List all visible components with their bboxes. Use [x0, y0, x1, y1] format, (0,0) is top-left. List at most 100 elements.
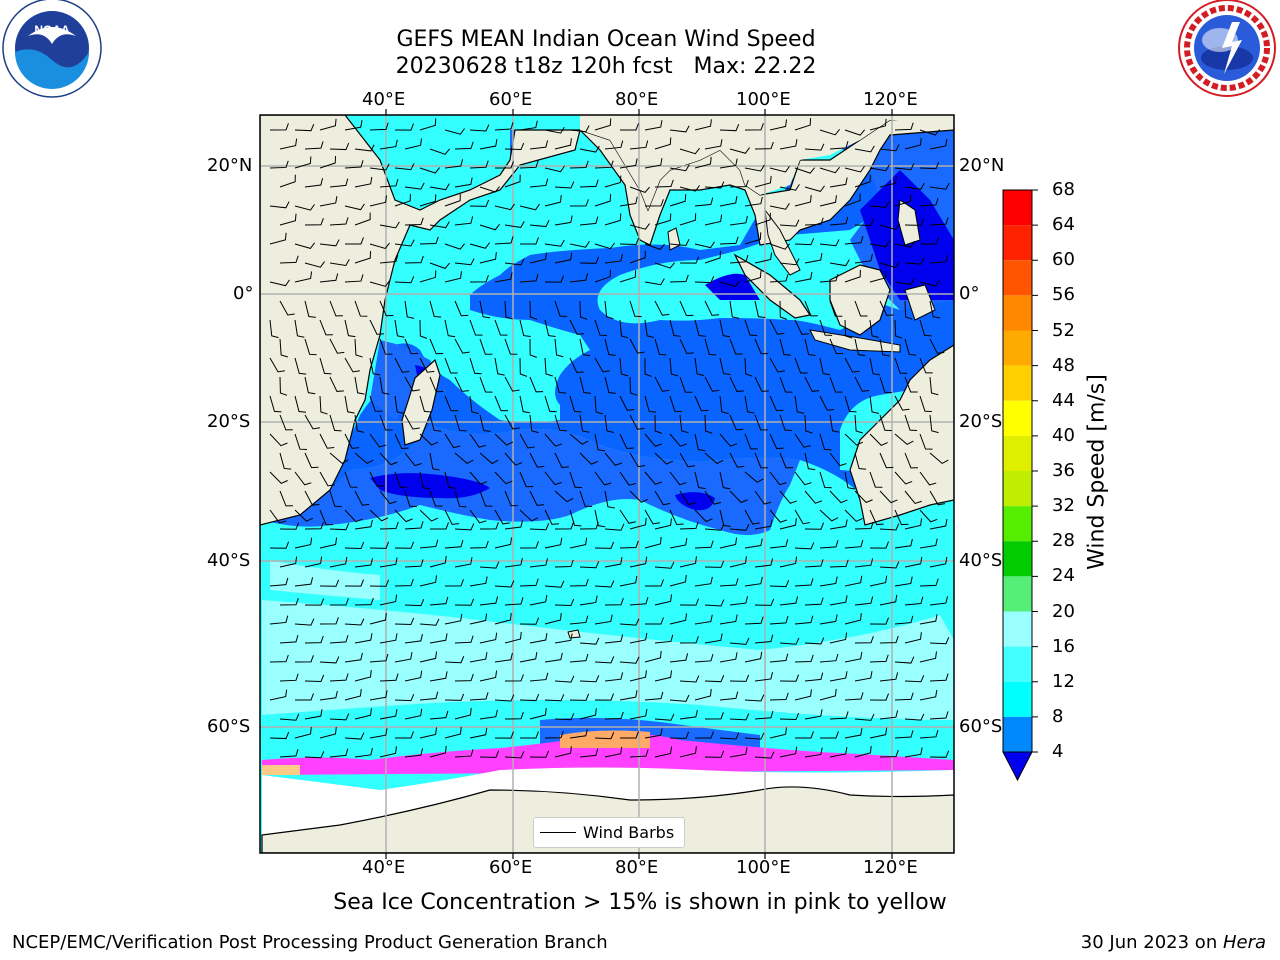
wind-barb: [654, 594, 673, 606]
colorbar-band: [1003, 435, 1032, 471]
wind-barb: [629, 490, 648, 503]
wind-barb: [869, 319, 879, 338]
wind-barb: [419, 194, 437, 207]
colorbar: [1002, 189, 1038, 782]
wind-barb: [694, 653, 714, 663]
wind-barb: [804, 747, 823, 758]
wind-barb: [879, 561, 900, 569]
wind-barb: [854, 671, 873, 682]
wind-barb: [319, 357, 332, 375]
lat-label-right: 20°N: [959, 155, 1005, 176]
wind-barb: [494, 395, 509, 412]
wind-barb: [919, 198, 939, 207]
wind-barb: [594, 242, 615, 250]
wind-barb: [894, 471, 913, 485]
wind-barb: [419, 575, 438, 587]
wind-barb: [519, 120, 538, 131]
wind-barb: [644, 536, 662, 549]
wind-barb: [904, 300, 913, 320]
wind-barb: [829, 216, 849, 226]
wind-barb: [454, 557, 473, 568]
wind-barb: [679, 636, 699, 644]
wind-barb: [544, 195, 562, 207]
wind-barb: [304, 522, 324, 530]
wind-barb: [479, 186, 500, 193]
wind-barb: [544, 580, 565, 588]
wind-barb: [869, 200, 890, 208]
wind-barb: [629, 517, 647, 530]
wind-barb: [369, 690, 388, 701]
wind-barb: [569, 125, 590, 133]
wind-barb: [304, 751, 325, 759]
wind-barb: [644, 509, 660, 525]
wind-barb: [494, 694, 515, 702]
wind-barb: [369, 509, 389, 522]
wind-barb: [869, 575, 888, 587]
wind-barb: [579, 338, 591, 357]
wind-barb: [444, 613, 463, 625]
wind-barb: [504, 751, 525, 759]
colorbar-tick-label: 28: [1052, 530, 1075, 552]
wind-barb: [404, 708, 423, 720]
wind-barb: [429, 596, 449, 606]
wind-barb: [869, 654, 889, 663]
wind-barb: [704, 376, 720, 392]
wind-barb: [494, 161, 514, 169]
wind-barb: [644, 579, 664, 587]
wind-barb: [554, 713, 575, 721]
wind-barb: [269, 279, 290, 287]
wind-barb: [729, 713, 750, 721]
wind-barb: [769, 579, 790, 588]
madagascar: [401, 358, 441, 446]
wind-barb: [354, 669, 372, 682]
wind-barb: [544, 612, 562, 625]
wind-barb: [629, 338, 645, 354]
wind-barb: [804, 338, 816, 357]
wind-barb: [554, 338, 564, 358]
wind-barb: [654, 452, 674, 465]
australia: [849, 344, 954, 526]
wind-barb: [319, 509, 334, 526]
wind-barb: [379, 709, 398, 720]
wind-barb: [519, 541, 539, 549]
wind-barb: [644, 691, 664, 701]
wind-barb: [594, 194, 612, 207]
wind-barb: [344, 688, 362, 701]
wind-barb: [304, 178, 324, 188]
wind-barb: [329, 414, 342, 432]
wind-barb: [554, 452, 569, 468]
wind-barb: [269, 319, 279, 339]
wind-barb: [879, 523, 900, 531]
wind-barb: [854, 713, 875, 721]
wind-barb: [929, 300, 941, 319]
wind-barb: [679, 675, 700, 683]
colorbar-band: [1003, 225, 1032, 261]
wind-barb: [604, 140, 624, 150]
wind-barb: [519, 578, 539, 587]
wind-barb: [544, 694, 565, 702]
wind-barb: [279, 213, 297, 226]
wind-barb: [669, 694, 690, 702]
wind-barb: [729, 147, 750, 154]
wind-barb: [854, 558, 874, 568]
wind-barb: [919, 651, 937, 663]
wind-barb: [929, 338, 945, 354]
wind-barb: [844, 269, 861, 283]
wind-barb: [794, 395, 805, 414]
wind-barb: [594, 433, 605, 452]
lon-label-top: 60°E: [489, 89, 533, 110]
wind-barb: [594, 656, 615, 664]
wind-barb: [279, 749, 299, 758]
wind-barb: [454, 598, 475, 606]
wind-barb: [369, 653, 389, 663]
wind-barb: [554, 181, 575, 189]
wind-barb: [329, 142, 350, 151]
wind-barb: [769, 653, 789, 663]
wind-barb: [529, 140, 549, 150]
wind-barb: [754, 252, 773, 264]
wind-barb: [469, 275, 489, 283]
wind-barb: [829, 452, 847, 467]
wind-barb: [294, 577, 314, 587]
wind-barb: [354, 490, 370, 506]
wind-barb: [729, 747, 748, 758]
